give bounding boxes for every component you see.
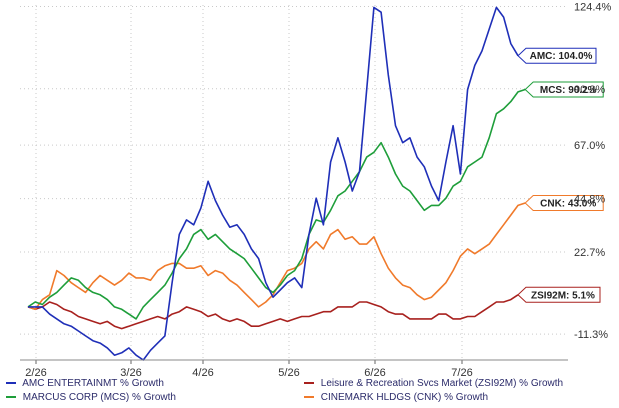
series-line-2 xyxy=(27,294,519,330)
y-tick-label: 67.0% xyxy=(574,140,605,152)
legend-label-zsi92m: Leisure & Recreation Svcs Market (ZSI92M… xyxy=(320,378,564,389)
x-tick-label: 2/26 xyxy=(25,367,46,379)
end-label-3: CNK: 43.0% xyxy=(524,195,604,212)
end-label-1: MCS: 90.2% xyxy=(524,81,604,98)
legend-item-mcs: MARCUS CORP (MCS) % Growth xyxy=(6,392,176,403)
legend-label-cnk: CINEMARK HLDGS (CNK) % Growth xyxy=(320,392,489,403)
y-axis: 124.4% 90.3% 67.0% 44.8% 22.7% -11.3% xyxy=(574,1,612,341)
x-tick-label: 6/26 xyxy=(364,367,385,379)
legend-swatch-cnk xyxy=(304,396,314,399)
legend-swatch-amc xyxy=(6,382,16,385)
end-label-2: ZSI92M: 5.1% xyxy=(517,286,601,303)
x-tick-label: 3/26 xyxy=(120,367,141,379)
legend-swatch-mcs xyxy=(6,396,16,399)
plot-area xyxy=(20,5,568,360)
y-tick-label: 44.8% xyxy=(574,194,605,206)
series-line-0 xyxy=(28,6,519,361)
end-label-box xyxy=(517,286,601,303)
end-label-text: ZSI92M: 5.1% xyxy=(531,290,595,301)
y-tick-label: -11.3% xyxy=(574,329,608,341)
end-label-text: AMC: 104.0% xyxy=(530,51,593,62)
x-tick-label: 5/26 xyxy=(278,367,299,379)
series-lines xyxy=(27,6,526,361)
legend-swatch-zsi92m xyxy=(304,382,314,385)
end-label-box xyxy=(524,195,604,212)
legend-item-amc: AMC ENTERTAINMT % Growth xyxy=(6,378,164,389)
x-tick-label: 7/26 xyxy=(451,367,472,379)
y-tick-label: 124.4% xyxy=(574,1,612,13)
end-labels: AMC: 104.0% MCS: 90.2% ZSI92M: 5.1% CNK: 43… xyxy=(517,47,604,303)
end-label-text: CNK: 43.0% xyxy=(540,199,596,210)
y-tick-label: 90.3% xyxy=(574,84,605,96)
x-axis: 2/26 3/26 4/26 5/26 6/26 7/26 xyxy=(20,359,568,379)
end-label-box xyxy=(524,81,604,98)
legend-item-zsi92m: Leisure & Recreation Svcs Market (ZSI92M… xyxy=(304,378,563,389)
legend: AMC ENTERTAINMT % Growth MARCUS CORP (MC… xyxy=(6,378,616,406)
legend-label-mcs: MARCUS CORP (MCS) % Growth xyxy=(22,392,176,403)
y-tick-label: 22.7% xyxy=(574,247,605,259)
end-label-text: MCS: 90.2% xyxy=(540,85,597,96)
legend-label-amc: AMC ENTERTAINMT % Growth xyxy=(22,378,164,389)
series-line-1 xyxy=(27,88,526,320)
legend-item-cnk: CINEMARK HLDGS (CNK) % Growth xyxy=(304,392,488,403)
x-tick-label: 4/26 xyxy=(192,367,213,379)
end-label-box xyxy=(517,47,597,64)
end-label-0: AMC: 104.0% xyxy=(517,47,597,64)
